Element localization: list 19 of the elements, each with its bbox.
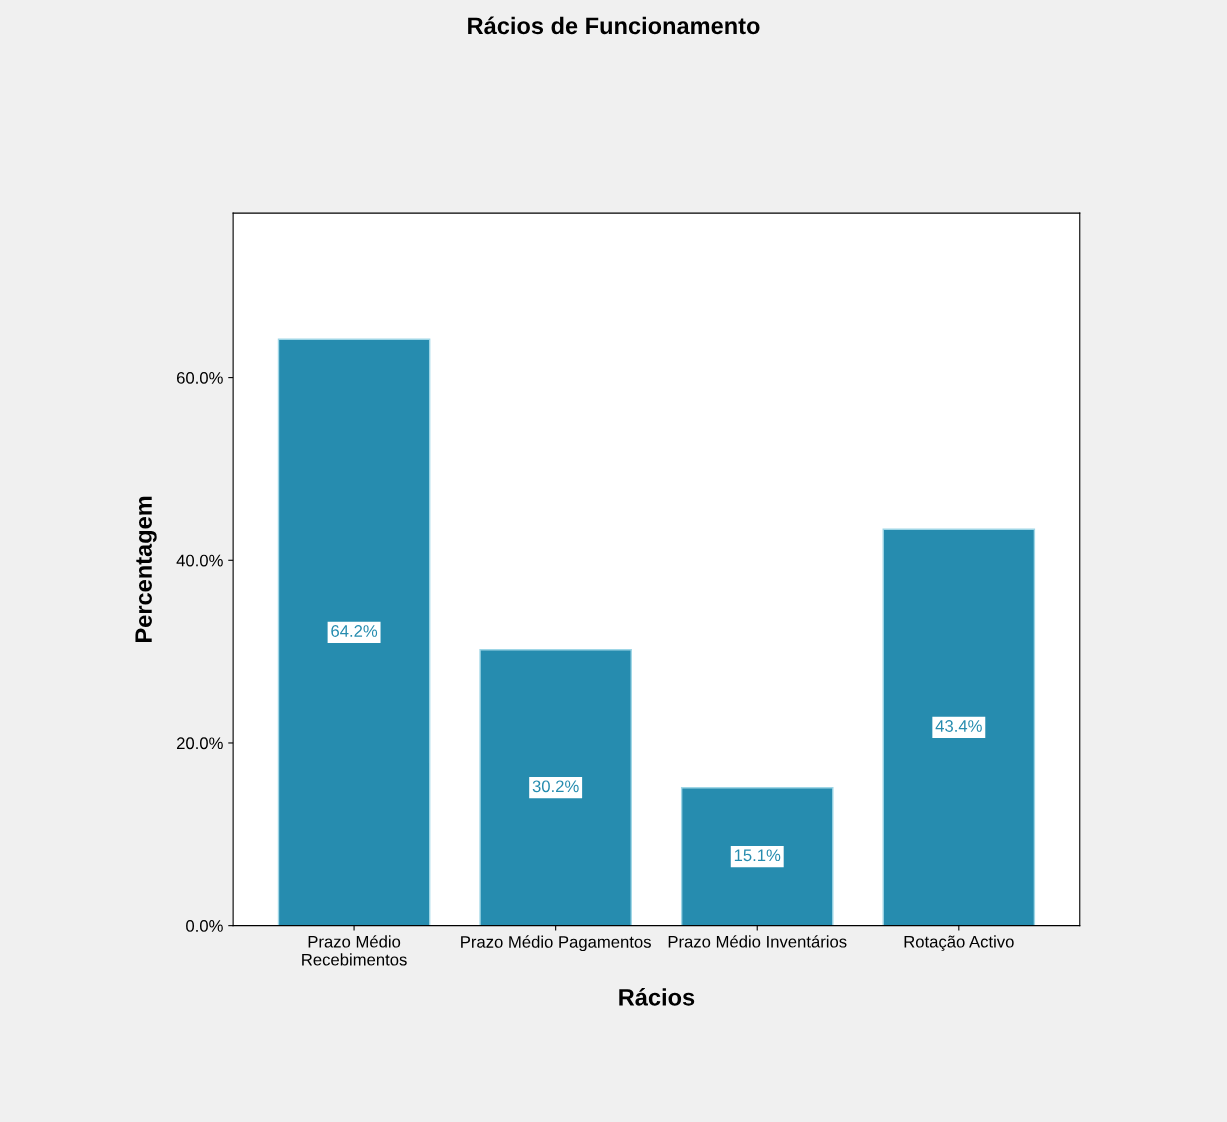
data-label: 15.1% xyxy=(734,849,781,862)
x-tick-label: Prazo Médio Pagamentos xyxy=(461,935,651,952)
bar xyxy=(680,787,834,926)
bar xyxy=(277,338,431,926)
data-label: 43.4% xyxy=(935,720,982,732)
bar xyxy=(479,649,632,926)
y-axis-title: Percentagem xyxy=(135,496,157,642)
y-tick-label: 20.0% xyxy=(176,737,223,750)
x-tick-label: Rotação Activo xyxy=(904,935,1014,951)
chart-title: Rácios de Funcionamento xyxy=(468,16,760,35)
x-tick-label: Prazo Médio Inventários xyxy=(668,935,847,948)
data-label: 64.2% xyxy=(331,625,378,637)
bar xyxy=(882,528,1036,926)
y-tick-label: 60.0% xyxy=(177,372,223,384)
y-tick-label: 0.0% xyxy=(186,920,223,932)
y-tick-label: 40.0% xyxy=(176,554,223,567)
x-tick-label: Prazo Médio Recebimentos xyxy=(302,935,407,966)
data-label: 30.2% xyxy=(532,780,579,793)
x-axis-title: Rácios xyxy=(619,988,695,1006)
